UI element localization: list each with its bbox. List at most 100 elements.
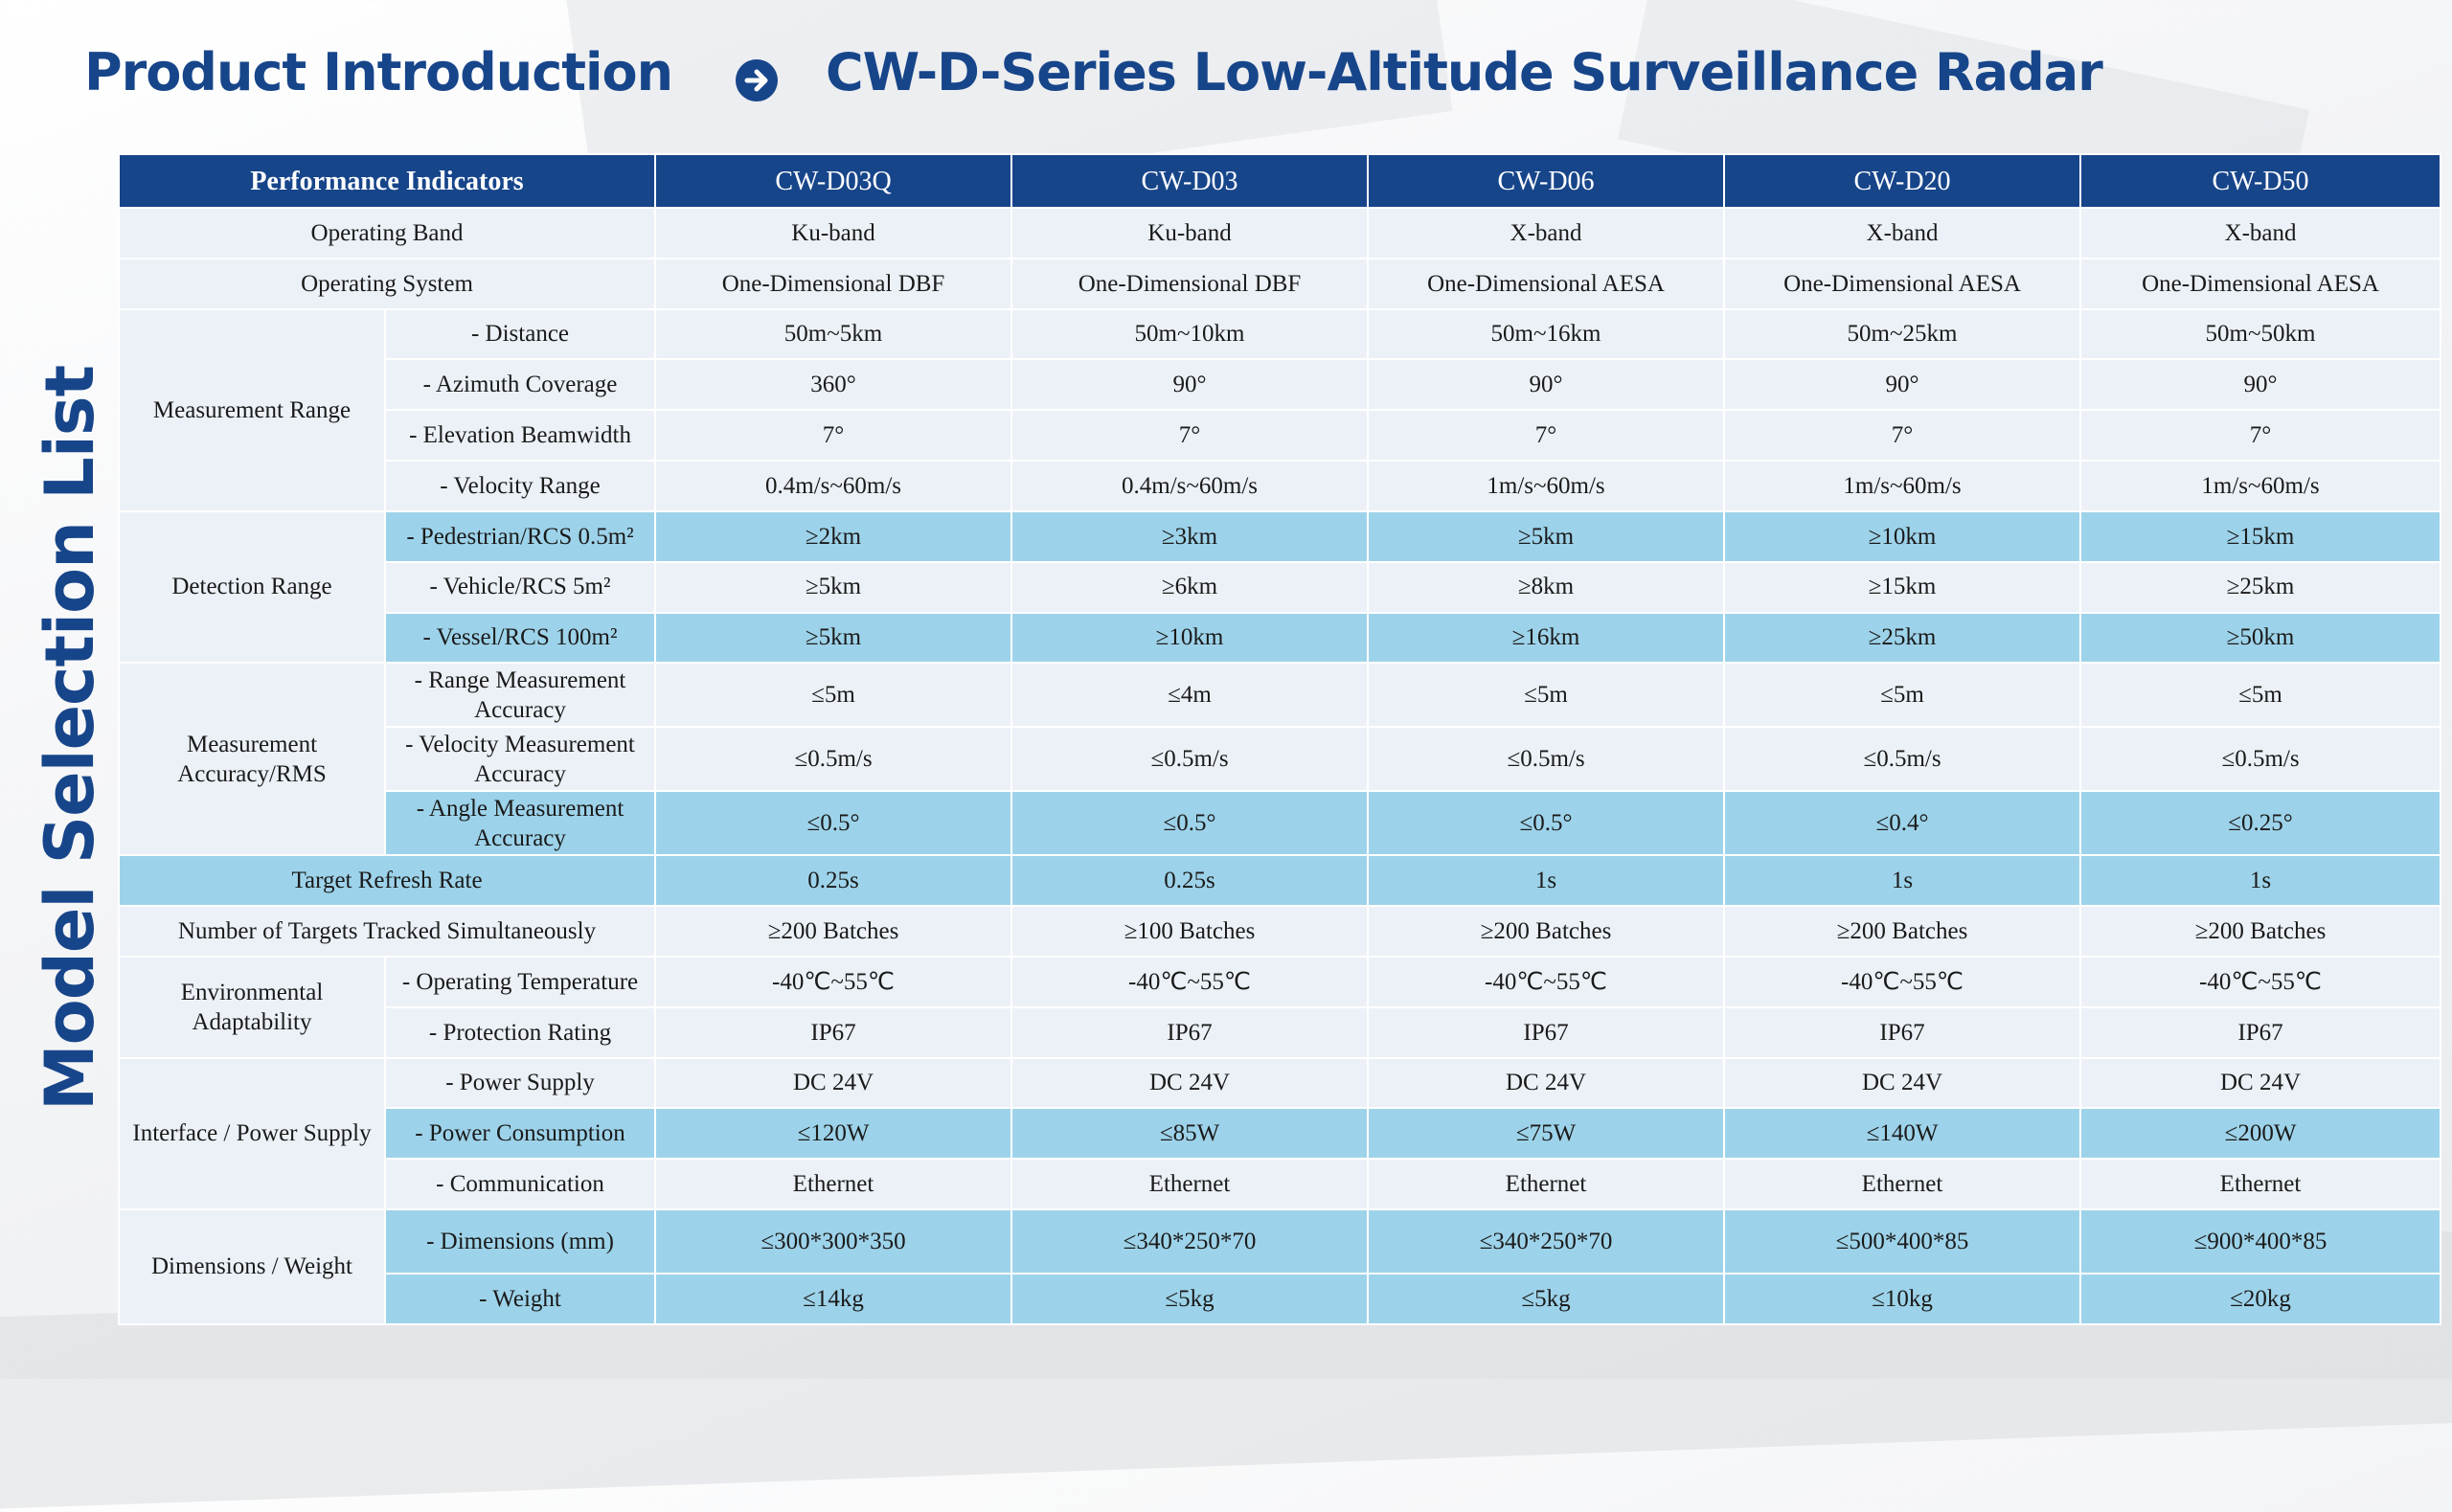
page-subtitle: CW-D-Series Low-Altitude Surveillance Ra… — [826, 42, 2103, 102]
value-cell: ≥2km — [654, 509, 1013, 563]
sub-label: - Power Consumption — [383, 1107, 657, 1161]
value-cell: ≤5m — [2079, 662, 2442, 729]
value-cell: ≤300*300*350 — [654, 1208, 1013, 1275]
row-dimensions: Dimensions / Weight - Dimensions (mm) ≤300… — [118, 1208, 2442, 1325]
value-cell: ≤5m — [1723, 662, 2082, 729]
sub-label: - Operating Temperature — [383, 956, 657, 1008]
value-cell: ≤0.25° — [2079, 790, 2442, 857]
row-angle-accuracy: - Angle Measurement Accuracy ≤0.5° ≤0.5° ≤0… — [119, 790, 2442, 857]
group-label: Measurement Accuracy/RMS — [118, 662, 386, 857]
value-cell: ≤500*400*85 — [1723, 1208, 2082, 1275]
value-cell: IP67 — [2079, 1005, 2442, 1059]
row-label: Number of Targets Tracked Simultaneously — [117, 905, 657, 959]
header-cell: CW-D50 — [2079, 153, 2442, 209]
value-cell: IP67 — [1010, 1005, 1370, 1059]
value-cell: ≤75W — [1367, 1107, 1726, 1161]
row-distance: Measurement Range - Distance 50m~5km 50m~10… — [118, 307, 2442, 512]
row-operating-band: Operating Band Ku-band Ku-band X-band X-band… — [117, 207, 2442, 260]
value-cell: ≤5kg — [1367, 1273, 1726, 1325]
row-protection-rating: - Protection Rating IP67 IP67 IP67 IP67 IP67 — [119, 1005, 2442, 1059]
value-cell: DC 24V — [654, 1056, 1013, 1110]
group-label: Measurement Range — [118, 307, 386, 512]
value-cell: ≥200 Batches — [2079, 905, 2442, 959]
value-cell: ≥5km — [654, 611, 1013, 665]
side-label: Model Selection List — [31, 365, 109, 1111]
value-cell: Ethernet — [654, 1158, 1013, 1211]
value-cell: ≤5m — [1367, 662, 1726, 729]
value-cell: 1m/s~60m/s — [1367, 460, 1726, 512]
value-cell: 50m~25km — [1723, 307, 2082, 361]
value-cell: ≥8km — [1367, 560, 1726, 614]
value-cell: ≥15km — [1723, 560, 2082, 614]
value-cell: ≥6km — [1010, 560, 1370, 614]
row-pedestrian: Detection Range - Pedestrian/RCS 0.5m² ≥2k… — [118, 509, 2442, 665]
value-cell: 7° — [2079, 409, 2442, 463]
value-cell: ≥200 Batches — [1367, 905, 1726, 959]
value-cell: DC 24V — [1010, 1056, 1370, 1110]
value-cell: ≥5km — [654, 560, 1013, 614]
value-cell: 360° — [654, 358, 1013, 412]
value-cell: ≤20kg — [2079, 1273, 2442, 1325]
value-cell: 50m~5km — [654, 307, 1013, 361]
sub-label: - Elevation Beamwidth — [383, 409, 657, 463]
value-cell: Ethernet — [1010, 1158, 1370, 1211]
value-cell: ≤85W — [1010, 1107, 1370, 1161]
group-label: Dimensions / Weight — [118, 1208, 386, 1325]
value-cell: ≤10kg — [1723, 1273, 2082, 1325]
row-power-supply: Interface / Power Supply - Power Supply DC… — [118, 1056, 2442, 1211]
value-cell: -40℃~55℃ — [1723, 956, 2082, 1008]
value-cell: ≤0.5° — [654, 790, 1013, 857]
value-cell: ≥15km — [2079, 509, 2442, 563]
sub-label: - Azimuth Coverage — [383, 358, 657, 412]
value-cell: ≥10km — [1723, 509, 2082, 563]
sub-label: - Vehicle/RCS 5m² — [383, 560, 657, 614]
value-cell: ≤0.5m/s — [654, 726, 1013, 793]
value-cell: ≤340*250*70 — [1010, 1208, 1370, 1275]
sub-label: - Velocity Measurement Accuracy — [383, 726, 657, 793]
value-cell: ≥3km — [1010, 509, 1370, 563]
value-cell: 1s — [1367, 854, 1726, 908]
header-cell: Performance Indicators — [117, 153, 657, 209]
sub-label: - Pedestrian/RCS 0.5m² — [383, 509, 657, 563]
value-cell: Ku-band — [654, 207, 1013, 260]
header-cell: CW-D06 — [1367, 153, 1726, 209]
value-cell: X-band — [1723, 207, 2082, 260]
row-elevation-beamwidth: - Elevation Beamwidth 7° 7° 7° 7° 7° — [119, 409, 2442, 463]
spec-table: Performance Indicators CW-D03Q CW-D03 CW… — [117, 153, 2442, 1325]
value-cell: ≥50km — [2079, 611, 2442, 665]
value-cell: DC 24V — [1367, 1056, 1726, 1110]
value-cell: -40℃~55℃ — [1010, 956, 1370, 1008]
value-cell: ≤0.4° — [1723, 790, 2082, 857]
value-cell: 50m~10km — [1010, 307, 1370, 361]
sub-label: - Angle Measurement Accuracy — [383, 790, 657, 857]
value-cell: ≤900*400*85 — [2079, 1208, 2442, 1275]
table-header-row: Performance Indicators CW-D03Q CW-D03 CW… — [117, 153, 2442, 209]
value-cell: ≤0.5m/s — [1367, 726, 1726, 793]
value-cell: ≤0.5° — [1010, 790, 1370, 857]
value-cell: IP67 — [654, 1005, 1013, 1059]
value-cell: 0.25s — [1010, 854, 1370, 908]
value-cell: Ku-band — [1010, 207, 1370, 260]
row-power-consumption: - Power Consumption ≤120W ≤85W ≤75W ≤140W ≤20… — [119, 1107, 2442, 1161]
sub-label: - Dimensions (mm) — [383, 1208, 657, 1275]
value-cell: -40℃~55℃ — [1367, 956, 1726, 1008]
row-communication: - Communication Ethernet Ethernet Ethernet E… — [119, 1158, 2442, 1211]
value-cell: 7° — [1367, 409, 1726, 463]
value-cell: ≤0.5m/s — [1010, 726, 1370, 793]
value-cell: Ethernet — [1367, 1158, 1726, 1211]
value-cell: ≥200 Batches — [654, 905, 1013, 959]
value-cell: ≤4m — [1010, 662, 1370, 729]
value-cell: ≤14kg — [654, 1273, 1013, 1325]
value-cell: ≥100 Batches — [1010, 905, 1370, 959]
value-cell: IP67 — [1367, 1005, 1726, 1059]
group-label: Environmental Adaptability — [118, 956, 386, 1059]
value-cell: 90° — [1367, 358, 1726, 412]
value-cell: 7° — [1723, 409, 2082, 463]
row-velocity-accuracy: - Velocity Measurement Accuracy ≤0.5m/s ≤0… — [119, 726, 2442, 793]
value-cell: 90° — [1723, 358, 2082, 412]
value-cell: One-Dimensional DBF — [654, 257, 1013, 310]
value-cell: 0.25s — [654, 854, 1013, 908]
sub-label: - Distance — [383, 307, 657, 361]
value-cell: 7° — [654, 409, 1013, 463]
value-cell: One-Dimensional AESA — [1367, 257, 1726, 310]
